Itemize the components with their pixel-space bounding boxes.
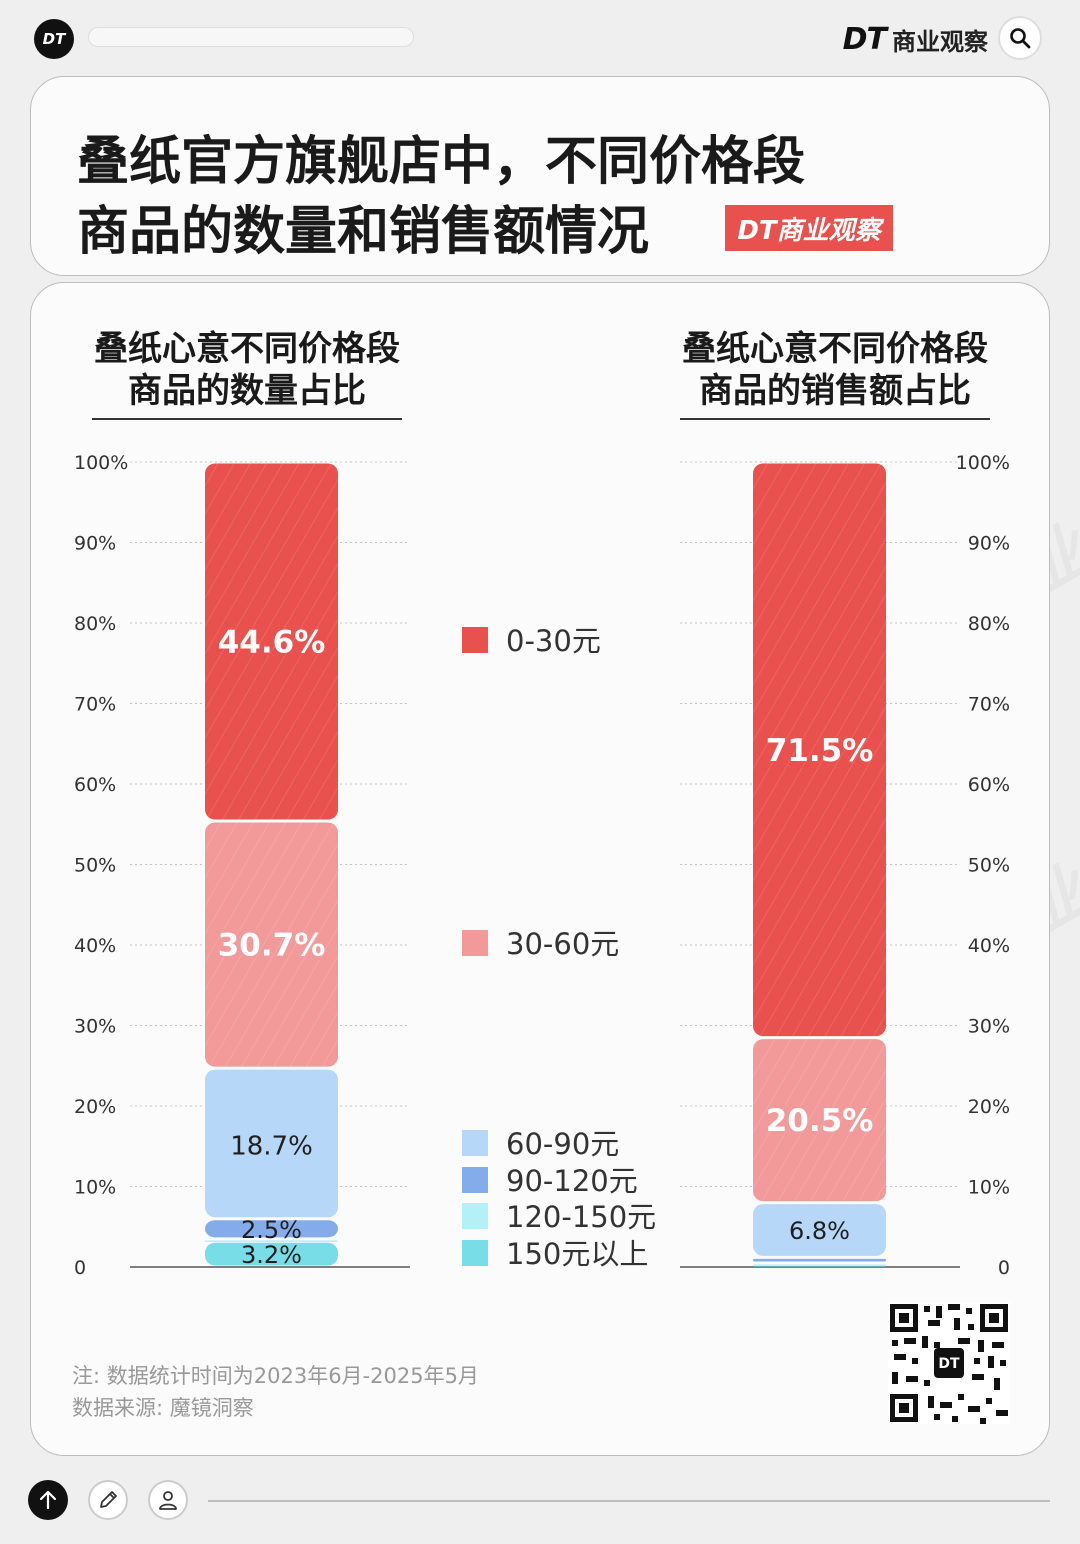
qr-logo-text: DT	[938, 1356, 960, 1372]
left-y-tick-label: 50%	[74, 855, 116, 877]
legend-swatch	[462, 1240, 488, 1266]
top-bar: DT DT 商业观察	[0, 0, 1080, 76]
dt-logo[interactable]: DT	[34, 19, 74, 59]
bar-segment	[205, 1240, 338, 1242]
right-y-tick-label: 40%	[968, 935, 1010, 957]
bar-segment	[753, 1204, 886, 1256]
title-line-2: 商品的数量和销售额情况	[77, 202, 650, 262]
left-y-tick-label: 40%	[74, 935, 116, 957]
data-label: 44.6%	[218, 625, 326, 661]
legend-label: 150元以上	[506, 1237, 648, 1271]
footnote-period: 注: 数据统计时间为2023年6月-2025年5月	[72, 1364, 479, 1388]
right-chart-title-line-1: 叠纸心意不同价格段	[682, 329, 988, 369]
divider	[208, 1500, 1050, 1502]
data-label: 30.7%	[218, 928, 326, 964]
right-chart-title-line-2: 商品的销售额占比	[699, 371, 971, 411]
bar-segment-texture	[205, 822, 338, 1067]
bar-segment	[753, 1264, 886, 1266]
legend-swatch	[462, 627, 488, 653]
url-bar[interactable]	[88, 27, 414, 47]
legend-swatch	[462, 1167, 488, 1193]
page-title: 叠纸官方旗舰店中，不同价格段 商品的数量和销售额情况	[77, 127, 805, 267]
legend-swatch	[462, 930, 488, 956]
left-y-tick-label: 30%	[74, 1016, 116, 1038]
left-y-tick-label: 20%	[74, 1096, 116, 1118]
right-y-tick-label: 50%	[968, 855, 1010, 877]
legend-swatch	[462, 1203, 488, 1229]
brand-logo: DT 商业观察	[843, 21, 988, 57]
left-y-tick-label: 70%	[74, 694, 116, 716]
profile-button[interactable]	[148, 1480, 188, 1520]
arrow-up-icon	[39, 1490, 57, 1510]
bar-segment-texture	[753, 1039, 886, 1202]
right-y-tick-label: 0	[998, 1257, 1010, 1279]
right-chart-title: 叠纸心意不同价格段 商品的销售额占比	[680, 328, 990, 420]
bar-segment	[753, 1258, 886, 1262]
bar-segment	[205, 1220, 338, 1238]
left-y-tick-label: 0	[74, 1257, 86, 1279]
right-y-tick-label: 90%	[968, 533, 1010, 555]
data-label: 18.7%	[230, 1131, 313, 1161]
legend-label: 60-90元	[506, 1127, 619, 1161]
left-chart-title-line-1: 叠纸心意不同价格段	[94, 329, 400, 369]
brand-badge: DT商业观察	[725, 205, 893, 251]
left-y-tick-label: 100%	[74, 452, 128, 474]
legend-swatch	[462, 1130, 488, 1156]
right-y-tick-label: 60%	[968, 774, 1010, 796]
legend-label: 0-30元	[506, 624, 601, 658]
legend-label: 30-60元	[506, 927, 619, 961]
left-y-tick-label: 60%	[74, 774, 116, 796]
right-y-tick-label: 80%	[968, 613, 1010, 635]
qr-code: DT	[888, 1302, 1010, 1424]
bottom-toolbar	[0, 1466, 1080, 1544]
footnote: 注: 数据统计时间为2023年6月-2025年5月 数据来源: 魔镜洞察	[72, 1360, 479, 1424]
right-y-tick-label: 10%	[968, 1177, 1010, 1199]
left-y-tick-label: 90%	[74, 533, 116, 555]
left-y-tick-label: 80%	[74, 613, 116, 635]
data-label: 3.2%	[241, 1241, 302, 1269]
footnote-source: 数据来源: 魔镜洞察	[72, 1396, 254, 1420]
left-y-tick-label: 10%	[74, 1177, 116, 1199]
data-label: 2.5%	[241, 1216, 302, 1244]
edit-button[interactable]	[88, 1480, 128, 1520]
scroll-top-button[interactable]	[28, 1480, 68, 1520]
brand-name: 商业观察	[892, 27, 988, 56]
title-panel: 叠纸官方旗舰店中，不同价格段 商品的数量和销售额情况 DT商业观察	[30, 76, 1050, 276]
bar-segment	[205, 1242, 338, 1266]
left-chart-title: 叠纸心意不同价格段 商品的数量占比	[92, 328, 402, 420]
right-y-tick-label: 70%	[968, 694, 1010, 716]
brand-mark: DT	[842, 21, 887, 57]
pencil-icon	[100, 1491, 117, 1508]
data-label: 20.5%	[766, 1103, 874, 1139]
right-y-tick-label: 100%	[956, 452, 1010, 474]
bar-segment-texture	[753, 463, 886, 1037]
legend-label: 120-150元	[506, 1200, 656, 1234]
data-label: 6.8%	[789, 1217, 850, 1245]
bar-segment-texture	[205, 463, 338, 820]
left-chart-title-line-2: 商品的数量占比	[128, 371, 366, 411]
bar-segment	[205, 1069, 338, 1218]
data-label: 71.5%	[766, 733, 874, 769]
right-y-tick-label: 30%	[968, 1016, 1010, 1038]
title-line-1: 叠纸官方旗舰店中，不同价格段	[77, 132, 806, 192]
search-button[interactable]	[998, 16, 1042, 60]
right-y-tick-label: 20%	[968, 1096, 1010, 1118]
user-icon	[159, 1491, 177, 1510]
legend-label: 90-120元	[506, 1164, 638, 1198]
search-icon	[1010, 28, 1031, 49]
